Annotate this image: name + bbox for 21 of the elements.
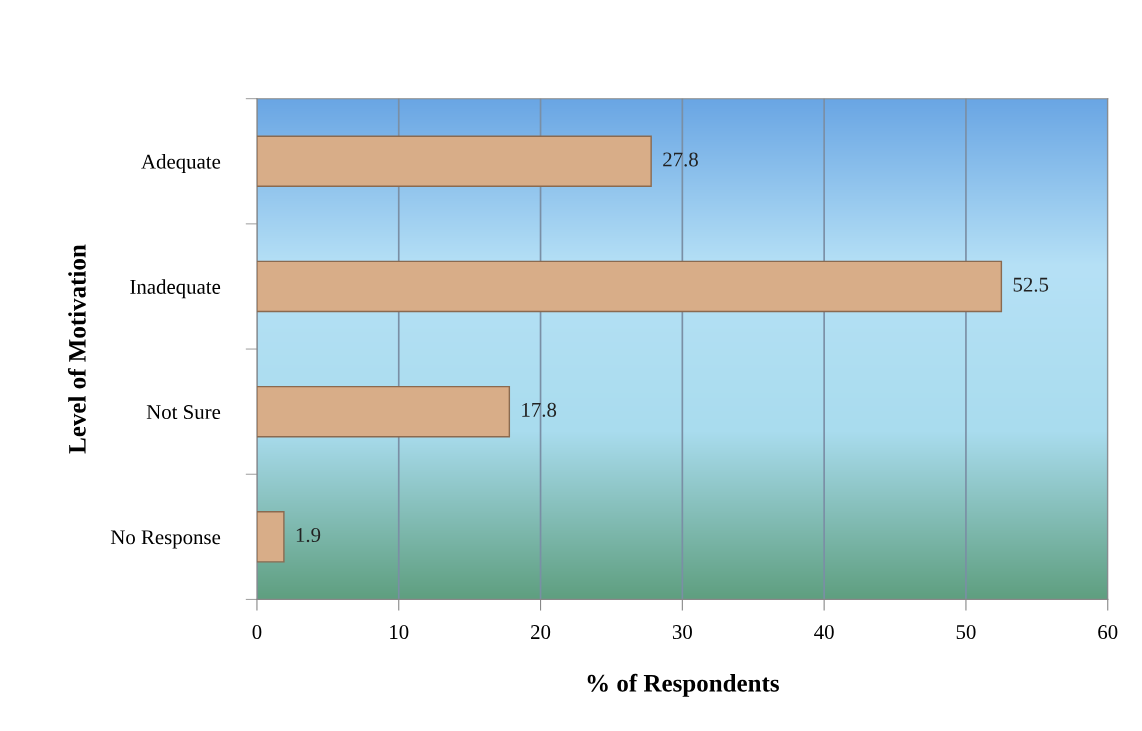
x-tick-label: 60 (1098, 625, 1118, 640)
x-tick-label: 0 (252, 625, 262, 640)
data-label: 17.8 (522, 402, 557, 417)
x-tick-label: 10 (390, 625, 409, 640)
x-axis-title: % of Respondents (587, 673, 779, 697)
data-label: 52.5 (1013, 277, 1049, 292)
y-axis-title: Level of Motivation (67, 244, 86, 454)
bar (256, 260, 1003, 313)
bar (256, 385, 511, 438)
y-tick-label: Not Sure (146, 405, 221, 420)
bar (256, 135, 652, 188)
x-tick-label: 50 (956, 625, 976, 640)
y-tick-label: Inadequate (130, 279, 221, 299)
data-label: 27.8 (663, 152, 698, 167)
bar (256, 511, 285, 563)
y-tick-label: No Response (110, 530, 221, 549)
x-tick-label: 20 (531, 625, 551, 640)
x-tick-label: 30 (672, 625, 692, 640)
x-tick-label: 40 (814, 625, 834, 640)
y-tick-label: Adequate (141, 154, 221, 173)
data-label: 1.9 (296, 528, 321, 543)
